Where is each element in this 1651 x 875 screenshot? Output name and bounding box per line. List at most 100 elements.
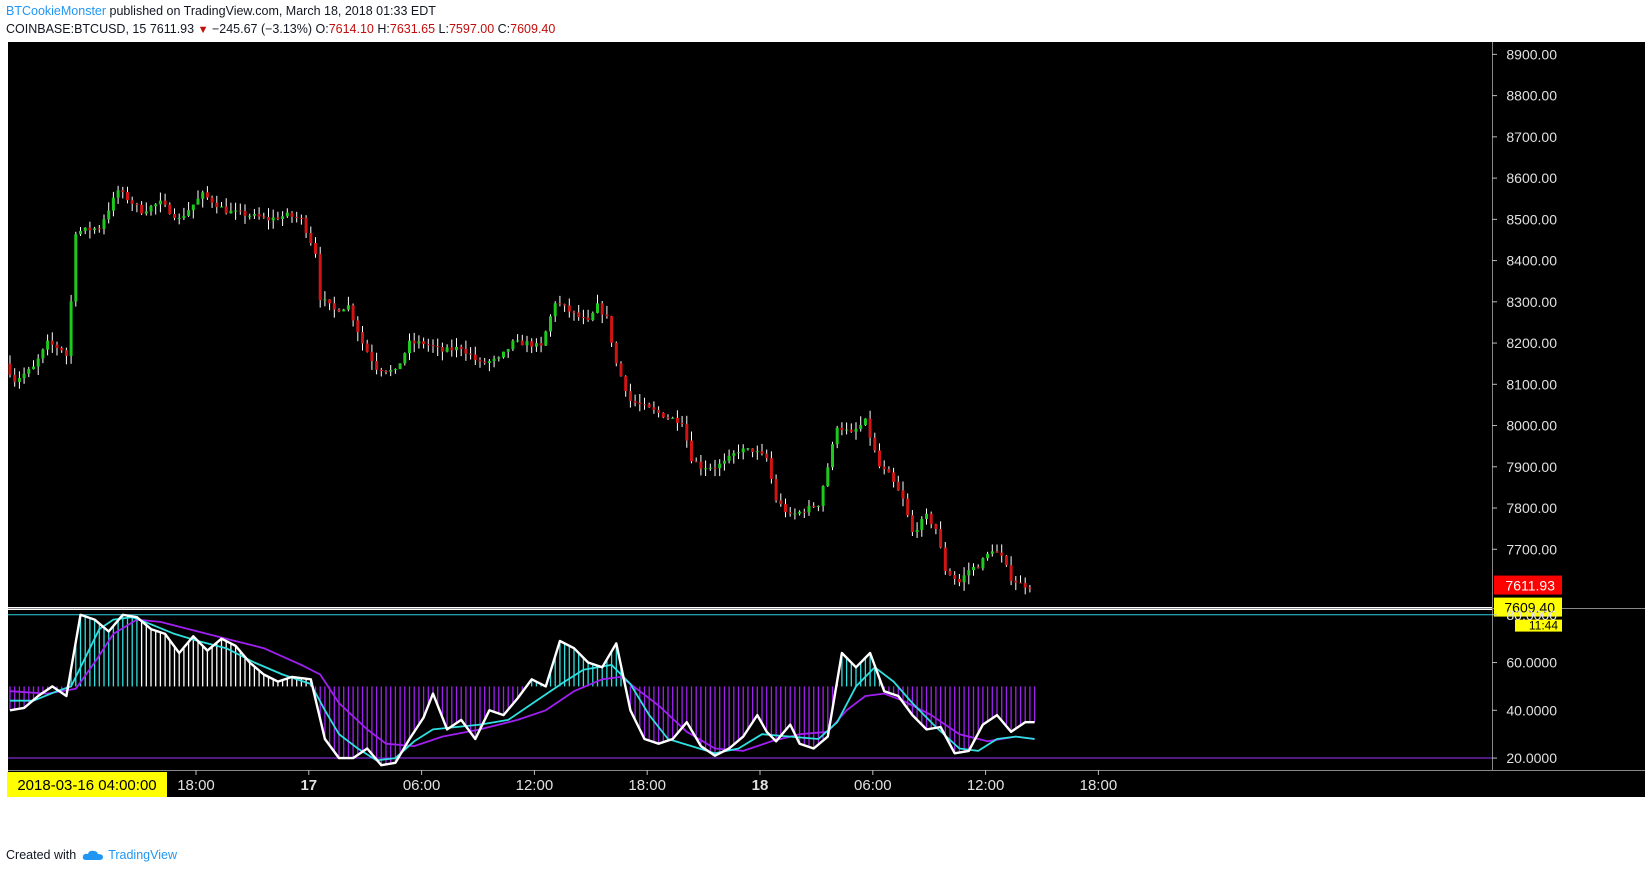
candle-down bbox=[661, 412, 665, 418]
candle-down bbox=[624, 376, 628, 392]
candle-down bbox=[295, 216, 299, 218]
candle-down bbox=[450, 347, 454, 351]
candle-down bbox=[520, 340, 524, 346]
candle-down bbox=[332, 303, 336, 310]
low-label: L: bbox=[438, 22, 449, 36]
candle-down bbox=[168, 204, 172, 214]
candle-down bbox=[779, 500, 783, 505]
oscillator-pane[interactable] bbox=[8, 610, 1492, 770]
candle-down bbox=[309, 233, 313, 244]
candle-down bbox=[605, 314, 609, 317]
candle-down bbox=[995, 551, 999, 553]
candle-up bbox=[182, 215, 186, 218]
candle-up bbox=[506, 349, 510, 352]
candle-down bbox=[887, 469, 891, 473]
candle-up bbox=[342, 309, 346, 312]
candle-up bbox=[722, 460, 726, 464]
price-tick-label: 8100.00 bbox=[1506, 376, 1557, 392]
candle-down bbox=[638, 402, 642, 405]
time-axis[interactable] bbox=[8, 770, 1645, 797]
candle-down bbox=[680, 422, 684, 425]
price-axis[interactable] bbox=[1492, 42, 1645, 770]
candle-down bbox=[464, 348, 468, 354]
candle-up bbox=[741, 448, 745, 453]
candle-up bbox=[798, 511, 802, 514]
chart-header: BTCookieMonster published on TradingView… bbox=[6, 0, 1646, 42]
candle-up bbox=[793, 513, 797, 515]
candle-down bbox=[469, 353, 473, 355]
candle-up bbox=[920, 519, 924, 531]
down-triangle-icon: ▼ bbox=[197, 24, 209, 36]
crosshair-date-label: 2018-03-16 04:00:00 bbox=[17, 777, 156, 794]
candle-down bbox=[600, 303, 604, 315]
candle-down bbox=[948, 571, 952, 576]
candle-up bbox=[196, 198, 200, 205]
candle-down bbox=[765, 453, 769, 459]
candle-down bbox=[163, 200, 167, 205]
open-value: 7614.10 bbox=[328, 22, 374, 36]
price-pane[interactable] bbox=[8, 42, 1492, 607]
time-tick-label: 12:00 bbox=[516, 777, 554, 794]
candle-up bbox=[746, 448, 750, 450]
candle-up bbox=[191, 204, 195, 211]
candle-up bbox=[497, 357, 501, 359]
candle-down bbox=[135, 203, 139, 205]
candle-up bbox=[149, 206, 153, 212]
candle-down bbox=[1019, 582, 1022, 584]
candle-down bbox=[60, 347, 64, 351]
candle-down bbox=[628, 391, 632, 401]
time-tick-label: 12:00 bbox=[967, 777, 1005, 794]
author-link[interactable]: BTCookieMonster bbox=[6, 4, 107, 18]
candle-down bbox=[384, 371, 388, 373]
candle-up bbox=[187, 210, 191, 216]
last-price-badge bbox=[1494, 575, 1562, 595]
candle-down bbox=[13, 374, 17, 382]
candle-down bbox=[643, 404, 646, 406]
candle-up bbox=[144, 211, 148, 214]
candle-down bbox=[173, 213, 176, 219]
signal-line bbox=[9, 618, 1035, 752]
candle-down bbox=[802, 511, 806, 513]
candle-up bbox=[981, 558, 985, 569]
oscillator-tick-label: 60.0000 bbox=[1506, 655, 1557, 671]
candle-down bbox=[788, 512, 792, 514]
brand-name: TradingView bbox=[108, 848, 177, 862]
candle-up bbox=[111, 197, 115, 211]
publish-line: BTCookieMonster published on TradingView… bbox=[6, 4, 436, 18]
candle-down bbox=[97, 228, 101, 230]
candle-up bbox=[455, 346, 458, 351]
candle-down bbox=[64, 350, 68, 356]
candle-down bbox=[262, 216, 266, 218]
candle-up bbox=[93, 228, 97, 231]
candle-up bbox=[737, 452, 740, 454]
footer: Created with TradingView bbox=[6, 848, 177, 862]
candle-up bbox=[534, 343, 538, 347]
candle-down bbox=[760, 451, 764, 454]
high-value: 7631.65 bbox=[389, 22, 436, 36]
candle-up bbox=[177, 217, 181, 219]
candle-down bbox=[440, 347, 444, 352]
candle-up bbox=[671, 417, 675, 419]
candle-down bbox=[1000, 552, 1004, 556]
candle-down bbox=[610, 316, 614, 343]
candle-up bbox=[835, 427, 839, 445]
candle-down bbox=[849, 429, 853, 432]
candle-up bbox=[511, 340, 515, 350]
candle-down bbox=[356, 320, 360, 333]
candle-up bbox=[492, 358, 496, 362]
countdown-badge bbox=[1515, 619, 1562, 632]
candle-up bbox=[821, 486, 825, 506]
candle-down bbox=[929, 513, 933, 525]
candle-down bbox=[892, 472, 896, 482]
candle-down bbox=[614, 342, 618, 364]
candle-up bbox=[863, 418, 867, 426]
time-tick-label: 18 bbox=[752, 777, 769, 794]
candle-down bbox=[224, 206, 228, 214]
tradingview-brand[interactable]: TradingView bbox=[82, 848, 177, 862]
candle-down bbox=[210, 197, 214, 203]
candle-down bbox=[840, 427, 844, 431]
candle-down bbox=[483, 361, 487, 364]
candle-up bbox=[74, 234, 78, 302]
candle-down bbox=[50, 340, 54, 345]
